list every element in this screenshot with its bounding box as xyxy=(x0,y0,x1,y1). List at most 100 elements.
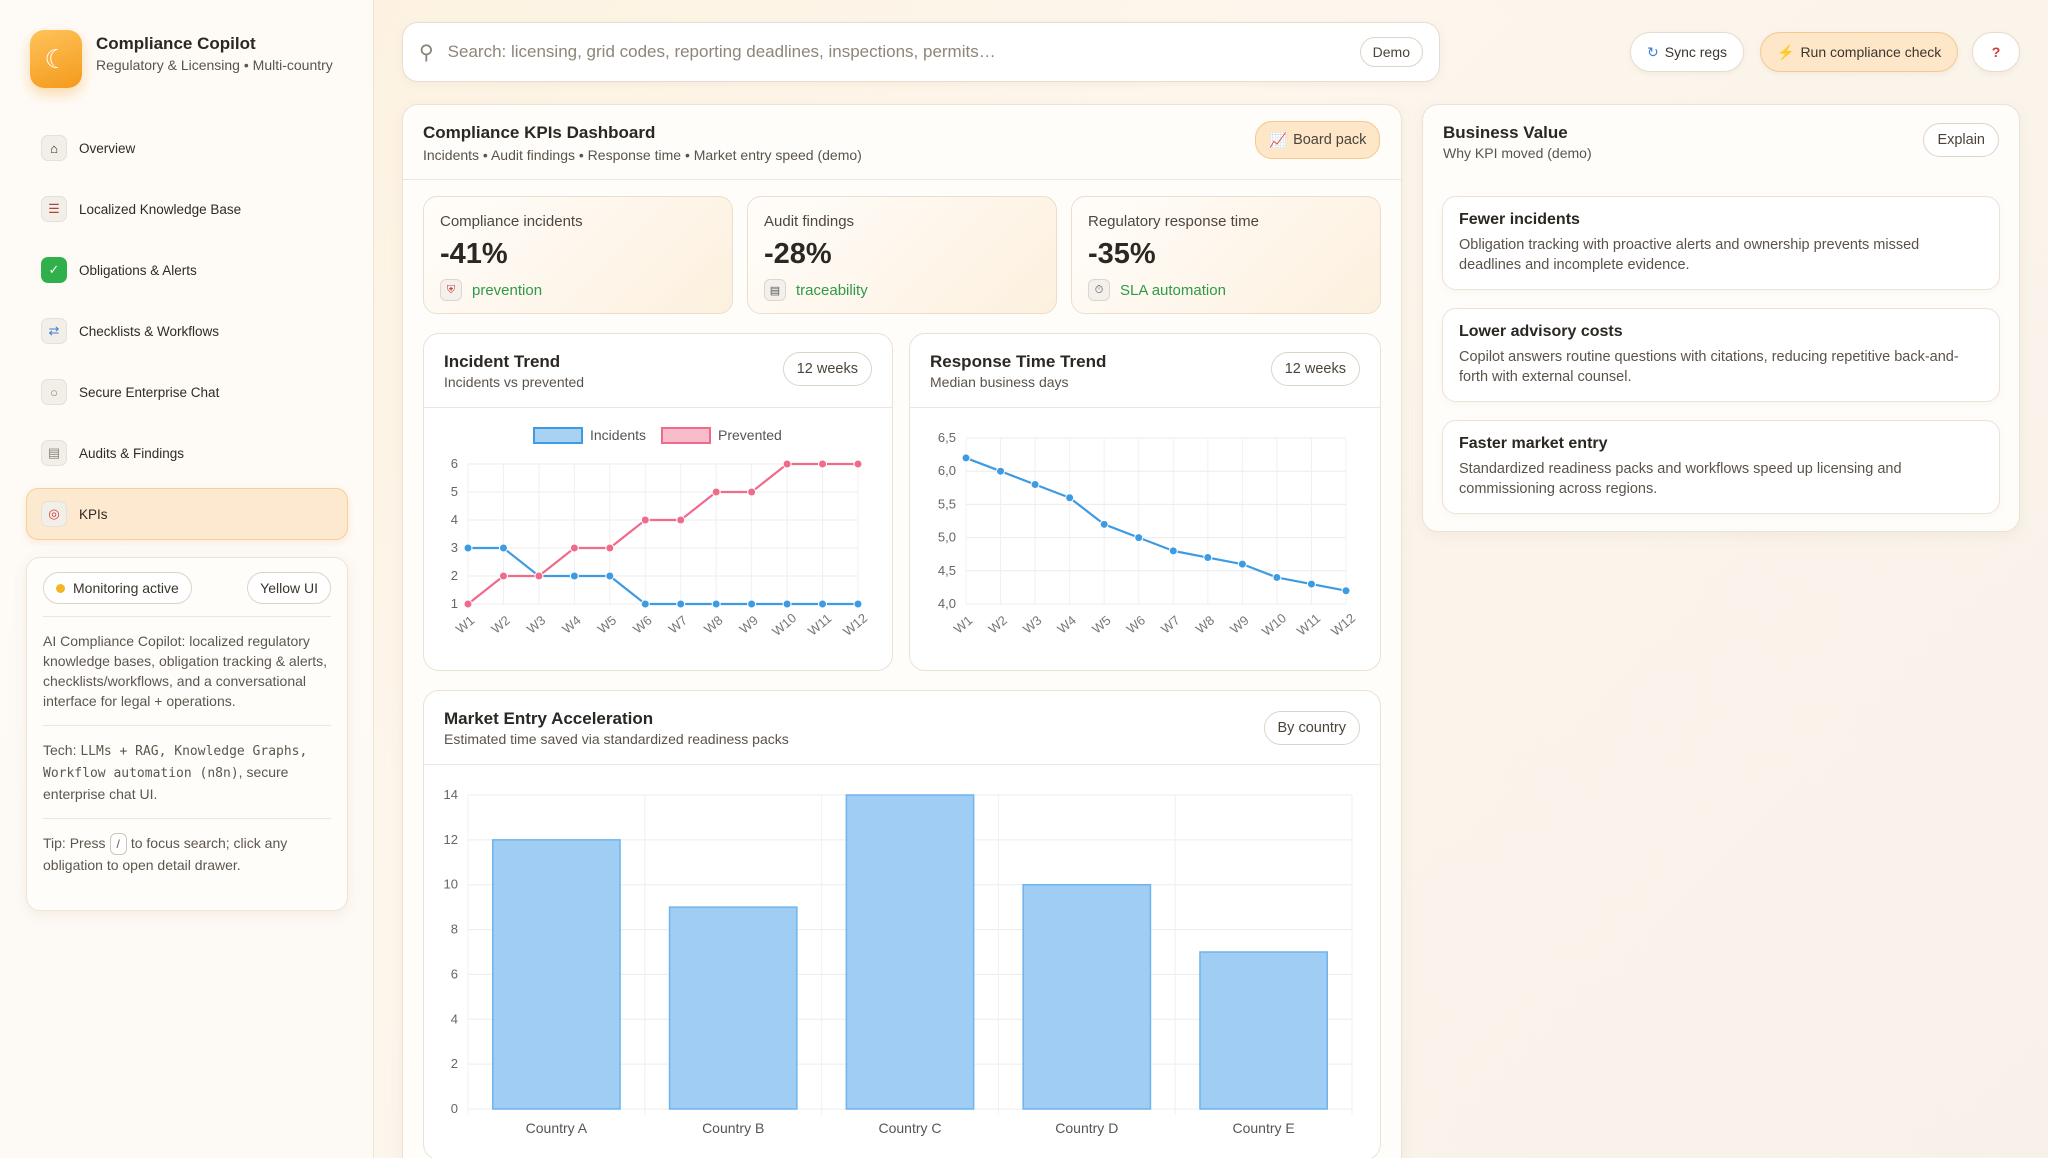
sidebar-item-overview[interactable]: ⌂ Overview xyxy=(26,122,348,174)
data-point xyxy=(1237,559,1247,569)
data-point xyxy=(463,599,473,609)
range-selector[interactable]: 12 weeks xyxy=(1270,352,1360,386)
response-trend-panel: Response Time Trend Median business days… xyxy=(909,333,1381,671)
theme-toggle[interactable]: Yellow UI xyxy=(247,572,331,604)
incident-trend-chart: Incidents Prevented 1 2 3 4 5 6 W1 W2 W3 W4 W5 W6 W7 W8… xyxy=(451,427,870,639)
explain-button[interactable]: Explain xyxy=(1923,123,1999,157)
stopwatch-icon: ⏱ xyxy=(1088,279,1110,301)
shield-icon: ⛨ xyxy=(440,279,462,301)
data-point xyxy=(640,515,650,525)
x-tick-label: W10 xyxy=(769,610,799,639)
value-card-title: Fewer incidents xyxy=(1459,211,1580,228)
checkmark-icon: ✓ xyxy=(41,257,67,283)
data-point xyxy=(711,599,721,609)
dashboard-subtitle: Incidents • Audit findings • Response ti… xyxy=(423,147,862,163)
sidebar-item-obligations[interactable]: ✓ Obligations & Alerts xyxy=(26,244,348,296)
business-value-title: Business Value xyxy=(1443,123,1568,142)
sidebar-nav: ⌂ Overview ☰ Localized Knowledge Base ✓ … xyxy=(26,122,348,549)
x-tick-label: W3 xyxy=(524,613,549,637)
data-point xyxy=(676,515,686,525)
status-card: Monitoring active Yellow UI AI Complianc… xyxy=(26,557,348,911)
sidebar-item-label: Secure Enterprise Chat xyxy=(79,384,220,400)
x-tick-label: Country D xyxy=(1055,1120,1118,1136)
x-tick-label: W8 xyxy=(701,613,726,637)
sidebar-item-chat[interactable]: ○ Secure Enterprise Chat xyxy=(26,366,348,418)
value-card-faster-market-entry[interactable]: Faster market entry Standardized readine… xyxy=(1442,420,2000,514)
data-point xyxy=(961,453,971,463)
x-tick-label: W1 xyxy=(951,613,976,637)
x-tick-label: W6 xyxy=(1124,613,1149,637)
sidebar-item-kpis[interactable]: ◎ KPIs xyxy=(26,488,348,540)
x-tick-label: Country A xyxy=(526,1120,588,1136)
data-point xyxy=(498,543,508,553)
data-point xyxy=(498,571,508,581)
monitoring-status-pill[interactable]: Monitoring active xyxy=(43,572,192,604)
y-tick-label: 5,0 xyxy=(938,530,956,545)
data-point xyxy=(853,459,863,469)
value-card-body: Standardized readiness packs and workflo… xyxy=(1459,461,1902,497)
data-point xyxy=(1272,572,1282,582)
data-point xyxy=(534,571,544,581)
x-tick-label: W4 xyxy=(1054,613,1079,637)
search-input[interactable] xyxy=(447,42,1360,62)
app-subtitle: Regulatory & Licensing • Multi-country xyxy=(96,57,333,73)
series-line xyxy=(965,456,1347,592)
sidebar-item-knowledge-base[interactable]: ☰ Localized Knowledge Base xyxy=(26,183,348,235)
data-point xyxy=(1065,493,1075,503)
response-trend-chart: 4,04,55,05,56,06,5W1 W2 W3 W4 W5 W6 W7 W8 W9 W10 W… xyxy=(938,430,1358,639)
market-entry-subtitle: Estimated time saved via standardized re… xyxy=(444,731,789,747)
y-tick-label: 6,5 xyxy=(938,430,956,445)
data-point xyxy=(569,571,579,581)
help-button[interactable]: ? xyxy=(1972,32,2020,72)
value-card-fewer-incidents[interactable]: Fewer incidents Obligation tracking with… xyxy=(1442,196,2000,290)
sidebar-item-audits[interactable]: ▤ Audits & Findings xyxy=(26,427,348,479)
incident-trend-panel: Incident Trend Incidents vs prevented 12… xyxy=(423,333,893,671)
value-card-title: Lower advisory costs xyxy=(1459,323,1623,340)
x-tick-label: Country C xyxy=(878,1120,941,1136)
target-icon: ◎ xyxy=(41,501,67,527)
sidebar-item-label: Audits & Findings xyxy=(79,445,185,461)
sidebar: ☾ Compliance Copilot Regulatory & Licens… xyxy=(0,0,374,1158)
x-tick-label: W3 xyxy=(1020,613,1045,637)
data-point xyxy=(996,466,1006,476)
sidebar-item-checklists[interactable]: ⇄ Checklists & Workflows xyxy=(26,305,348,357)
kpi-foot: prevention xyxy=(472,281,543,299)
bar xyxy=(492,839,621,1110)
x-tick-label: W2 xyxy=(985,613,1010,637)
x-tick-label: W11 xyxy=(805,611,834,639)
data-point xyxy=(818,459,828,469)
bar xyxy=(1199,951,1328,1110)
y-tick-label: 6 xyxy=(451,966,458,981)
status-dot-icon xyxy=(56,583,65,593)
y-tick-label: 14 xyxy=(444,787,458,802)
country-filter[interactable]: By country xyxy=(1263,711,1360,745)
legend-swatch xyxy=(661,427,711,444)
board-pack-button[interactable]: 📈 Board pack xyxy=(1255,121,1381,159)
range-selector[interactable]: 12 weeks xyxy=(782,352,872,386)
tech-stack: Tech: LLMs + RAG, Knowledge Graphs, Work… xyxy=(43,726,331,819)
kpi-card-response-time[interactable]: Regulatory response time -35% ⏱ SLA autom… xyxy=(1071,196,1381,314)
x-tick-label: W5 xyxy=(595,613,620,637)
sidebar-item-label: Checklists & Workflows xyxy=(79,323,220,339)
legend-label: Incidents xyxy=(590,427,646,443)
y-tick-label: 10 xyxy=(444,877,458,892)
product-description: AI Compliance Copilot: localized regulat… xyxy=(43,617,331,726)
y-tick-label: 8 xyxy=(451,922,458,937)
value-card-lower-advisory-costs[interactable]: Lower advisory costs Copilot answers rou… xyxy=(1442,308,2000,402)
market-entry-panel: Market Entry Acceleration Estimated time… xyxy=(423,690,1381,1158)
kpi-foot: traceability xyxy=(796,281,868,299)
x-tick-label: Country E xyxy=(1232,1120,1294,1136)
y-tick-label: 12 xyxy=(444,832,458,847)
run-label: Run compliance check xyxy=(1800,44,1942,60)
workflow-icon: ⇄ xyxy=(41,318,67,344)
kpi-card-incidents[interactable]: Compliance incidents -41% ⛨ prevention xyxy=(423,196,733,314)
sync-regs-button[interactable]: ↻ Sync regs xyxy=(1630,32,1744,72)
sync-label: Sync regs xyxy=(1664,44,1727,60)
run-compliance-check-button[interactable]: ⚡ Run compliance check xyxy=(1760,32,1959,72)
data-point xyxy=(605,571,615,581)
chart-icon: 📈 xyxy=(1269,132,1288,149)
incident-trend-title: Incident Trend xyxy=(444,352,561,371)
data-point xyxy=(640,599,650,609)
kpi-card-audit-findings[interactable]: Audit findings -28% ▤ traceability xyxy=(747,196,1057,314)
y-tick-label: 3 xyxy=(451,540,458,555)
